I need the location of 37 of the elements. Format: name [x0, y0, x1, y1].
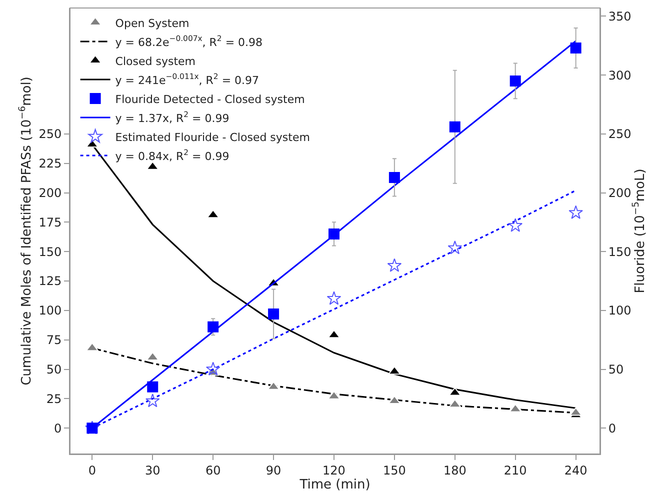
- x-tick-label: 60: [205, 463, 221, 478]
- x-axis-title: Time (min): [298, 477, 370, 492]
- x-tick-label: 0: [88, 463, 96, 478]
- legend-label: y = 68.2e$^{−0.007x}$, R$^{2}$ = 0.98: [115, 34, 263, 49]
- y-tick-label: 0: [54, 421, 62, 436]
- y2-tick-label: 100: [608, 304, 632, 318]
- y2-tick-label: 0: [608, 421, 616, 436]
- y-tick-label: 100: [38, 304, 62, 318]
- y-tick-label: 225: [38, 156, 62, 171]
- legend-label: y = 241e$^{−0.011x}$, R$^{2}$ = 0.97: [115, 72, 260, 87]
- x-tick-label: 30: [144, 463, 160, 478]
- y2-tick-label: 350: [608, 9, 632, 24]
- y-tick-label: 150: [38, 244, 62, 259]
- legend-label: y = 1.37x, R$^{2}$ = 0.99: [115, 110, 230, 125]
- y2-tick-label: 150: [608, 244, 632, 259]
- y-tick-label: 50: [46, 362, 62, 376]
- y2-tick-label: 300: [608, 68, 632, 82]
- x-tick-label: 90: [266, 463, 282, 478]
- legend-label: Estimated Flouride - Closed system: [115, 130, 310, 144]
- x-tick-label: 210: [504, 463, 527, 478]
- legend-label: Closed system: [115, 54, 196, 68]
- y-tick-label: 200: [38, 186, 62, 200]
- legend-label: Flouride Detected - Closed system: [115, 92, 305, 106]
- x-tick-label: 240: [564, 463, 588, 478]
- y-tick-label: 250: [38, 127, 62, 142]
- y2-tick-label: 250: [608, 127, 632, 142]
- legend-label: Open System: [115, 16, 190, 30]
- y-tick-label: 125: [38, 274, 62, 288]
- legend-label: y = 0.84x, R$^{2}$ = 0.99: [115, 148, 230, 163]
- y-tick-label: 175: [38, 215, 62, 230]
- x-tick-label: 120: [322, 463, 346, 478]
- y2-tick-label: 50: [608, 362, 624, 376]
- y-tick-label: 25: [46, 392, 62, 406]
- y2-tick-label: 200: [608, 186, 632, 200]
- x-tick-label: 180: [443, 463, 466, 478]
- x-tick-label: 150: [382, 463, 406, 478]
- y-tick-label: 75: [46, 333, 62, 348]
